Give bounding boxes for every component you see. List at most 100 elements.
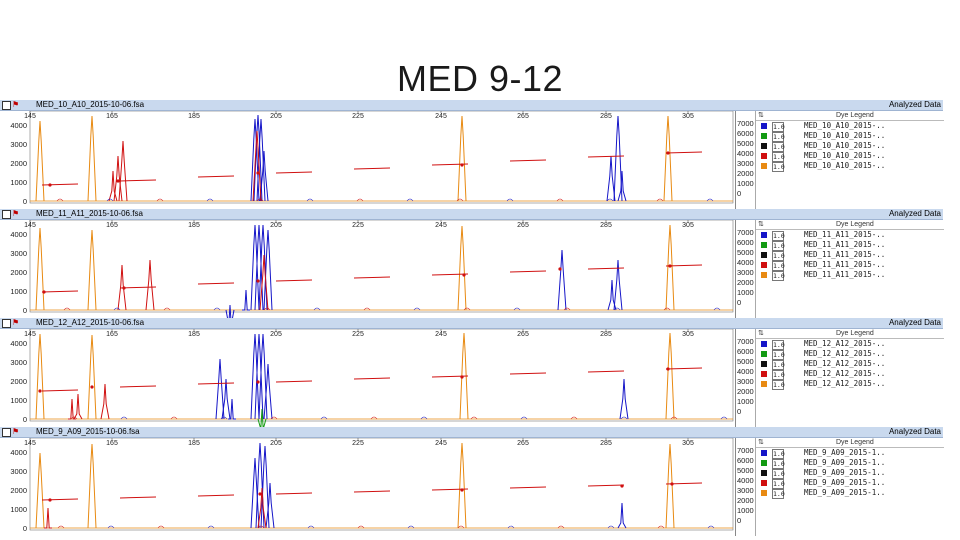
electropherogram-plot[interactable]: 145 165 185 205 225 245 265 285 305 4000 3000 2000 1…	[0, 329, 754, 427]
dye-legend-row[interactable]: 1.0 MED_10_A10_2015-..	[756, 131, 944, 142]
sizing-curve-segment	[119, 286, 157, 289]
trace-peak	[258, 333, 268, 420]
flag-icon[interactable]: ⚑	[12, 427, 20, 436]
trace-noise	[606, 198, 614, 202]
dye-legend-row[interactable]: 1.0 MED_11_A11_2015-..	[756, 250, 944, 261]
dye-color-swatch	[761, 133, 767, 139]
dye-scale-box[interactable]: 1.0	[772, 261, 785, 271]
size-tick-label: 225	[352, 440, 364, 447]
sample-filename: MED_11_A11_2015-10-06.fsa	[36, 209, 143, 218]
trace-noise	[307, 525, 315, 529]
dye-scale-box[interactable]: 1.0	[772, 350, 785, 360]
dye-scale-box[interactable]: 1.0	[772, 479, 785, 489]
size-tick-label: 285	[600, 113, 612, 120]
dye-legend-row[interactable]: 1.0 MED_10_A10_2015-..	[756, 121, 944, 132]
electropherogram-plot[interactable]: 145 165 185 205 225 245 265 285 305 4000 3000 2000 1…	[0, 220, 754, 318]
trace-noise	[357, 525, 365, 529]
size-tick-label: 165	[106, 440, 118, 447]
trace-noise	[63, 307, 71, 311]
sample-panel[interactable]: ⚑ MED_12_A12_2015-10-06.fsa Analyzed Data 1…	[0, 318, 944, 427]
dye-legend-row[interactable]: 1.0 MED_12_A12_2015-..	[756, 339, 944, 350]
dye-scale-box[interactable]: 1.0	[772, 469, 785, 479]
dye-scale-box[interactable]: 1.0	[772, 360, 785, 370]
trace-peak	[665, 332, 675, 420]
panel-select-checkbox[interactable]	[2, 101, 11, 110]
size-tick-label: 205	[270, 331, 282, 338]
dye-legend-row[interactable]: 1.0 MED_9_A09_2015-1..	[756, 458, 944, 469]
dye-color-swatch	[761, 450, 767, 456]
dye-legend-row[interactable]: 1.0 MED_10_A10_2015-..	[756, 161, 944, 172]
sizing-curve-segment	[509, 159, 547, 162]
trace-noise	[206, 198, 214, 202]
dye-scale-box[interactable]: 1.0	[772, 489, 785, 499]
electropherogram-plot[interactable]: 145 165 185 205 225 245 265 285 305 4000 3000 2000 1…	[0, 438, 754, 536]
dye-scale-box[interactable]: 1.0	[772, 370, 785, 380]
size-tick-label: 225	[352, 331, 364, 338]
sort-icon[interactable]: ⇅	[758, 330, 764, 337]
dye-scale-box[interactable]: 1.0	[772, 380, 785, 390]
dye-legend-header: ⇅ Dye Legend	[756, 111, 944, 121]
dye-scale-box[interactable]: 1.0	[772, 231, 785, 241]
dye-scale-box[interactable]: 1.0	[772, 122, 785, 132]
electropherogram-plot[interactable]: 145 165 185 205 225 245 265 285 305 4000 3000 2000 1…	[0, 111, 754, 209]
dye-scale-box[interactable]: 1.0	[772, 271, 785, 281]
trace-peak	[619, 378, 629, 420]
right-tick-label: 0	[737, 298, 741, 307]
trace-peak	[44, 507, 52, 529]
trace-noise	[270, 416, 278, 420]
panel-select-checkbox[interactable]	[2, 428, 11, 437]
dye-scale-box[interactable]: 1.0	[772, 340, 785, 350]
dye-legend-row[interactable]: 1.0 MED_12_A12_2015-..	[756, 379, 944, 390]
flag-icon[interactable]: ⚑	[12, 318, 20, 327]
dye-scale-box[interactable]: 1.0	[772, 251, 785, 261]
dye-scale-box[interactable]: 1.0	[772, 142, 785, 152]
flag-icon[interactable]: ⚑	[12, 100, 20, 109]
sample-panel[interactable]: ⚑ MED_9_A09_2015-10-06.fsa Analyzed Data 14…	[0, 427, 944, 536]
sizing-curve-segment	[41, 389, 79, 392]
dye-legend-row[interactable]: 1.0 MED_9_A09_2015-1..	[756, 478, 944, 489]
sort-icon[interactable]: ⇅	[758, 439, 764, 446]
dye-scale-box[interactable]: 1.0	[772, 132, 785, 142]
dye-color-swatch	[761, 480, 767, 486]
flag-icon[interactable]: ⚑	[12, 209, 20, 218]
size-tick-label: 265	[517, 222, 529, 229]
dye-scale-box[interactable]: 1.0	[772, 449, 785, 459]
sample-panel[interactable]: ⚑ MED_11_A11_2015-10-06.fsa Analyzed Data 1…	[0, 209, 944, 318]
trace-peak	[100, 383, 110, 420]
dye-scale-box[interactable]: 1.0	[772, 241, 785, 251]
dye-legend-row[interactable]: 1.0 MED_11_A11_2015-..	[756, 260, 944, 271]
dye-scale-box[interactable]: 1.0	[772, 152, 785, 162]
trace-peak	[255, 442, 265, 529]
dye-legend-row[interactable]: 1.0 MED_11_A11_2015-..	[756, 240, 944, 251]
dye-scale-box[interactable]: 1.0	[772, 162, 785, 172]
size-tick-label: 245	[435, 331, 447, 338]
dye-legend-row[interactable]: 1.0 MED_9_A09_2015-1..	[756, 468, 944, 479]
trace-peak	[118, 140, 128, 202]
panel-select-checkbox[interactable]	[2, 210, 11, 219]
sizing-curve-segment	[509, 372, 547, 375]
trace-noise	[107, 525, 115, 529]
dye-legend-row[interactable]: 1.0 MED_11_A11_2015-..	[756, 270, 944, 281]
dye-legend-row[interactable]: 1.0 MED_12_A12_2015-..	[756, 359, 944, 370]
dye-legend-row[interactable]: 1.0 MED_10_A10_2015-..	[756, 151, 944, 162]
dye-color-swatch	[761, 351, 767, 357]
dye-legend-row[interactable]: 1.0 MED_9_A09_2015-1..	[756, 488, 944, 499]
trace-peak	[228, 398, 236, 420]
dye-legend-row[interactable]: 1.0 MED_12_A12_2015-..	[756, 369, 944, 380]
dye-legend-row[interactable]: 1.0 MED_9_A09_2015-1..	[756, 448, 944, 459]
dye-legend-row[interactable]: 1.0 MED_12_A12_2015-..	[756, 349, 944, 360]
dye-sample-name: MED_9_A09_2015-1..	[804, 468, 886, 477]
dye-legend-row[interactable]: 1.0 MED_11_A11_2015-..	[756, 230, 944, 241]
sort-icon[interactable]: ⇅	[758, 221, 764, 228]
sizing-curve-segment	[587, 370, 625, 373]
trace-peak	[87, 334, 97, 420]
dye-legend-row[interactable]: 1.0 MED_10_A10_2015-..	[756, 141, 944, 152]
dye-legend: ⇅ Dye Legend 1.0 MED_12_A12_2015-.. 1.0 MED_1…	[755, 329, 944, 427]
size-tick-label: 165	[106, 222, 118, 229]
panel-select-checkbox[interactable]	[2, 319, 11, 328]
sort-icon[interactable]: ⇅	[758, 112, 764, 119]
sample-panel[interactable]: ⚑ MED_10_A10_2015-10-06.fsa Analyzed Data 1…	[0, 100, 944, 209]
dye-sample-name: MED_11_A11_2015-..	[804, 260, 886, 269]
dye-sample-name: MED_12_A12_2015-..	[804, 369, 886, 378]
dye-scale-box[interactable]: 1.0	[772, 459, 785, 469]
